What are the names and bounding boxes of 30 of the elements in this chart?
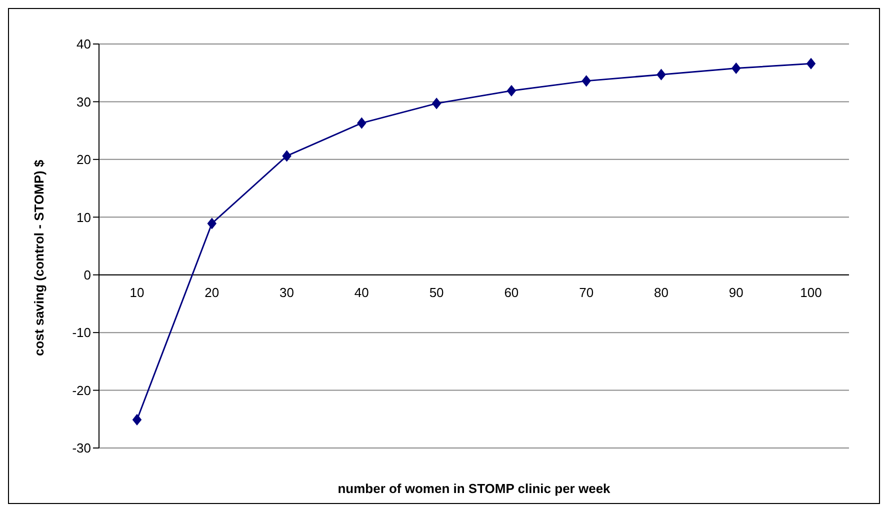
y-tick-label: -10 xyxy=(72,325,91,340)
x-tick-label: 20 xyxy=(204,284,220,300)
y-tick-label: 40 xyxy=(76,36,91,52)
point xyxy=(732,62,741,74)
point xyxy=(582,75,591,86)
y-tick-label: 10 xyxy=(76,210,91,225)
y-tick-label: -20 xyxy=(72,382,91,398)
x-tick-label: 60 xyxy=(504,284,519,300)
x-tick-label: 80 xyxy=(654,284,668,300)
point xyxy=(506,85,516,96)
y-tick-label: 20 xyxy=(76,152,91,168)
y-tick-label: -30 xyxy=(72,440,91,456)
y-tick-label: 30 xyxy=(76,94,91,110)
x-axis-title: number of women in STOMP clinic per week xyxy=(338,481,612,496)
x-tick-label: 90 xyxy=(728,284,744,300)
x-tick-label: 100 xyxy=(800,284,822,300)
x-tick-label: 30 xyxy=(280,284,294,300)
x-tick-label: 70 xyxy=(579,284,594,300)
point xyxy=(357,118,366,129)
y-axis-title: cost saving (control - STOMP) $ xyxy=(32,159,47,356)
x-tick-label: 10 xyxy=(130,284,144,300)
point xyxy=(432,98,442,109)
point xyxy=(207,218,216,229)
point xyxy=(656,69,666,80)
point xyxy=(282,150,292,162)
point xyxy=(132,414,142,426)
x-tick-label: 40 xyxy=(354,284,369,300)
y-tick-label: 0 xyxy=(84,267,91,282)
x-tick-label: 50 xyxy=(429,284,444,300)
point xyxy=(806,58,816,70)
